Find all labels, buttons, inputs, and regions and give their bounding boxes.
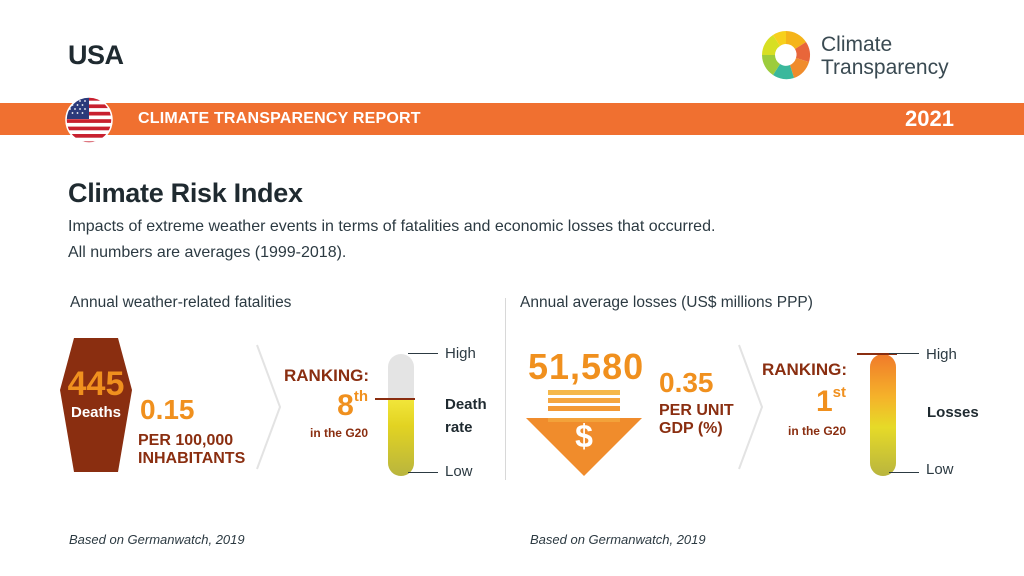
death-rate-fill [388, 399, 414, 476]
death-rate-scale [388, 354, 414, 476]
per-gdp-unit-line-2: GDP (%) [659, 420, 723, 437]
fatalities-source-note: Based on Germanwatch, 2019 [69, 532, 245, 547]
us-flag-icon [65, 96, 113, 144]
fatalities-rank-number: 8 [337, 389, 354, 422]
fatalities-ranking-label: RANKING: [284, 366, 369, 385]
per-gdp-unit-line-1: PER UNIT [659, 402, 734, 419]
losses-high-label: High [926, 346, 957, 363]
losses-low-tick [889, 472, 919, 473]
coffin-icon [60, 338, 132, 472]
logo-line-2: Transparency [821, 56, 949, 79]
losses-rank-suffix: st [832, 384, 846, 401]
losses-rank-scope: in the G20 [787, 424, 846, 438]
per-gdp-value: 0.35 [659, 367, 714, 398]
logo-line-1: Climate [821, 33, 893, 56]
death-rate-label-line-1: Death [445, 396, 487, 413]
losses-rank-number: 1 [815, 385, 833, 418]
death-rate-label-line-2: rate [445, 419, 473, 436]
per-capita-unit-line-1: PER 100,000 [138, 432, 234, 449]
logo-text: Climate Transparency [821, 33, 949, 79]
losses-high-tick [889, 353, 919, 354]
column-divider [505, 298, 506, 480]
deaths-value: 445 [67, 365, 125, 403]
death-rate-high-label: High [445, 345, 476, 362]
losses-scale-label: Losses [927, 404, 979, 421]
climate-transparency-logo [762, 31, 810, 80]
section-description-line-2: All numbers are averages (1999-2018). [68, 244, 347, 261]
death-rate-marker [375, 398, 415, 400]
death-rate-low-label: Low [445, 463, 473, 480]
fatalities-rank: 8th [300, 388, 368, 423]
fatalities-rank-scope: in the G20 [309, 426, 368, 440]
death-rate-label: Death rate [445, 393, 487, 439]
death-rate-low-tick [408, 472, 438, 473]
losses-source-note: Based on Germanwatch, 2019 [530, 532, 706, 547]
losses-scale [870, 354, 896, 476]
report-title: CLIMATE TRANSPARENCY REPORT [138, 110, 421, 127]
chevron-right-icon [738, 344, 764, 470]
section-description-line-1: Impacts of extreme weather events in ter… [68, 218, 716, 235]
report-banner [0, 103, 1024, 135]
losses-rank: 1st [780, 384, 846, 419]
losses-low-label: Low [926, 461, 954, 478]
losses-ranking-label: RANKING: [762, 360, 847, 379]
fatalities-rank-suffix: th [353, 388, 368, 405]
losses-fill [870, 354, 896, 476]
per-capita-unit-line-2: INHABITANTS [138, 450, 246, 467]
chevron-right-icon [256, 344, 282, 470]
fatalities-heading: Annual weather-related fatalities [70, 294, 292, 311]
death-rate-high-tick [408, 353, 438, 354]
dollar-sign-icon: $ [575, 418, 593, 454]
losses-marker [857, 353, 897, 355]
deaths-label: Deaths [70, 404, 122, 421]
section-title: Climate Risk Index [68, 178, 303, 208]
per-capita-value: 0.15 [140, 394, 195, 425]
report-year: 2021 [905, 106, 954, 131]
money-arrow-icon [526, 390, 642, 476]
losses-heading: Annual average losses (US$ millions PPP) [520, 294, 813, 311]
per-capita-unit: PER 100,000 INHABITANTS [138, 432, 245, 468]
per-gdp-unit: PER UNIT GDP (%) [659, 402, 734, 438]
country-name: USA [68, 40, 124, 70]
losses-value: 51,580 [528, 346, 645, 387]
